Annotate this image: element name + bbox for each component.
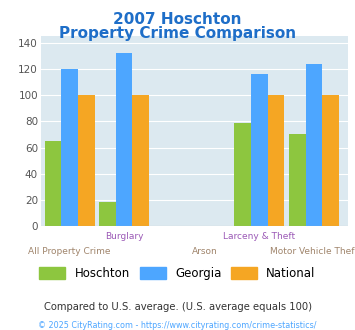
Text: © 2025 CityRating.com - https://www.cityrating.com/crime-statistics/: © 2025 CityRating.com - https://www.city… bbox=[38, 321, 317, 330]
Legend: Hoschton, Georgia, National: Hoschton, Georgia, National bbox=[39, 267, 316, 280]
Bar bbox=[45, 141, 61, 226]
Text: Arson: Arson bbox=[192, 247, 218, 255]
Bar bbox=[322, 95, 339, 226]
Text: 2007 Hoschton: 2007 Hoschton bbox=[113, 12, 242, 26]
Bar bbox=[251, 74, 268, 226]
Text: Larceny & Theft: Larceny & Theft bbox=[223, 232, 295, 241]
Bar bbox=[234, 123, 251, 226]
Text: Compared to U.S. average. (U.S. average equals 100): Compared to U.S. average. (U.S. average … bbox=[44, 302, 311, 312]
Bar bbox=[99, 203, 116, 226]
Bar bbox=[132, 95, 149, 226]
Text: Motor Vehicle Theft: Motor Vehicle Theft bbox=[270, 247, 355, 255]
Bar bbox=[306, 64, 322, 226]
Text: Burglary: Burglary bbox=[105, 232, 143, 241]
Text: All Property Crime: All Property Crime bbox=[28, 247, 111, 255]
Bar bbox=[116, 53, 132, 226]
Bar bbox=[289, 134, 306, 226]
Bar bbox=[268, 95, 284, 226]
Text: Property Crime Comparison: Property Crime Comparison bbox=[59, 26, 296, 41]
Bar bbox=[78, 95, 94, 226]
Bar bbox=[61, 69, 78, 226]
